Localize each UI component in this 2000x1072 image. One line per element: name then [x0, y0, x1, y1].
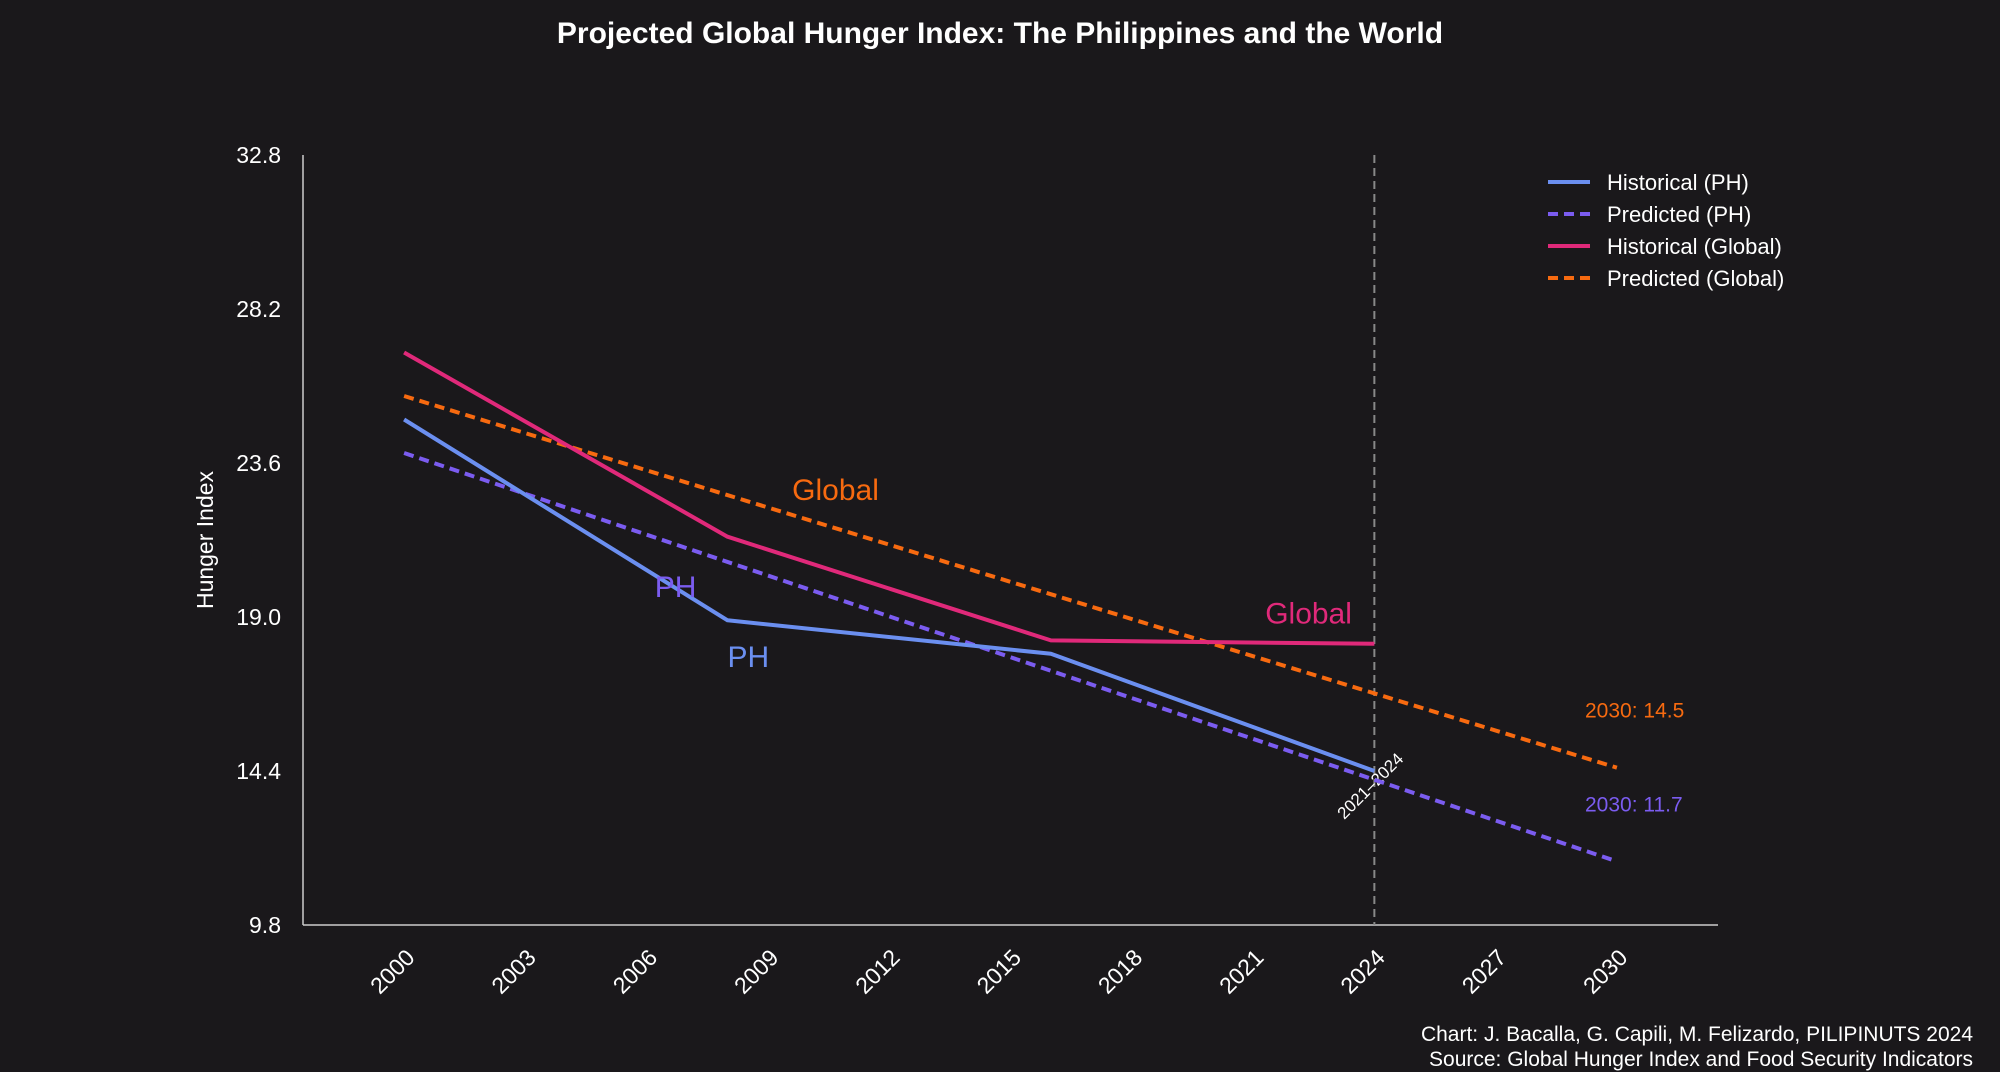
series-annotation: Global — [792, 474, 879, 507]
y-tick-label: 23.6 — [236, 450, 281, 476]
chart-credit: Chart: J. Bacalla, G. Capili, M. Felizar… — [1421, 1023, 1973, 1046]
legend-item-label: Predicted (Global) — [1607, 266, 1784, 291]
x-tick-label: 2006 — [608, 944, 663, 999]
series-annotation: Global — [1265, 598, 1352, 631]
y-tick-label: 32.8 — [236, 142, 281, 168]
x-tick-label: 2015 — [971, 944, 1026, 999]
x-tick-label: 2000 — [365, 944, 420, 999]
x-tick-label: 2012 — [850, 944, 905, 999]
x-tick-label: 2009 — [729, 944, 784, 999]
legend-item-label: Historical (Global) — [1607, 234, 1782, 259]
x-tick-label: 2027 — [1457, 944, 1512, 999]
x-tick-label: 2021 — [1214, 944, 1269, 999]
x-tick-label: 2018 — [1093, 944, 1148, 999]
y-tick-label: 28.2 — [236, 296, 281, 322]
legend-item-label: Predicted (PH) — [1607, 202, 1751, 227]
chart-title: Projected Global Hunger Index: The Phili… — [557, 17, 1443, 50]
series-line-historical-ph — [403, 417, 1376, 773]
end-value-label: 2030: 14.5 — [1585, 700, 1684, 723]
y-axis-label: Hunger Index — [192, 470, 218, 609]
series-line-predicted-global — [403, 394, 1618, 770]
legend: Historical (PH) Predicted (PH) Historical … — [1548, 170, 1784, 291]
series-line-historical-global — [403, 350, 1375, 646]
x-tick-label: 2003 — [486, 944, 541, 999]
plot-area: 9.8 14.4 19.0 23.6 28.2 32.8 2000 2003 2006 2009 2… — [192, 142, 1718, 999]
series-annotation: PH — [655, 571, 697, 604]
x-tick-label: 2030 — [1578, 944, 1633, 999]
series-annotation: PH — [728, 641, 770, 674]
chart-source: Source: Global Hunger Index and Food Sec… — [1429, 1048, 1973, 1071]
y-tick-label: 19.0 — [236, 604, 281, 630]
legend-item-label: Historical (PH) — [1607, 170, 1749, 195]
y-tick-label: 9.8 — [249, 912, 281, 938]
series-line-predicted-ph — [403, 451, 1618, 864]
y-tick-label: 14.4 — [236, 758, 281, 784]
x-tick-label: 2024 — [1335, 944, 1390, 999]
end-value-label: 2030: 11.7 — [1585, 793, 1683, 816]
